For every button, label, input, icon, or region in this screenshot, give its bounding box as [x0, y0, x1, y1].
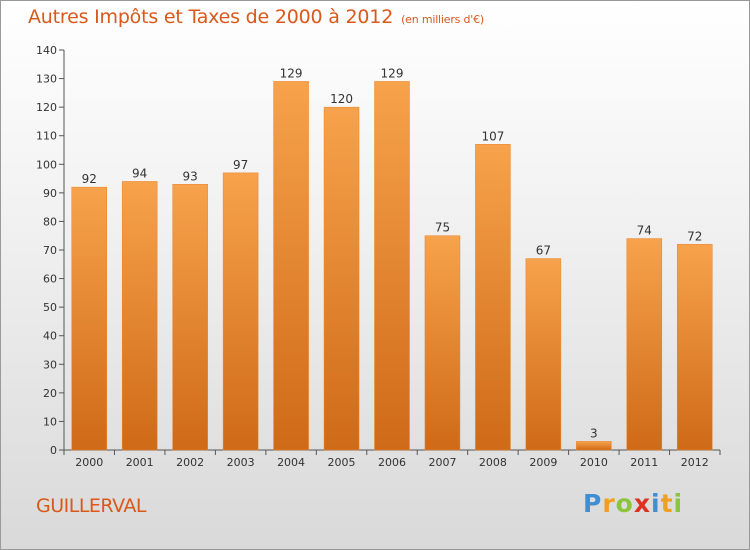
- chart-subtitle: (en milliers d'€): [401, 13, 484, 26]
- bar: [222, 172, 259, 451]
- data-label: 129: [381, 66, 404, 80]
- x-tick-label: 2005: [328, 456, 356, 469]
- y-tick-label: 100: [36, 158, 57, 171]
- commune-name: GUILLERVAL: [36, 495, 146, 517]
- bar: [172, 184, 208, 451]
- bar: [626, 238, 663, 451]
- bar: [424, 235, 461, 451]
- y-tick-label: 20: [43, 387, 57, 400]
- y-tick-label: 110: [36, 130, 57, 143]
- x-tick-label: 2011: [630, 456, 658, 469]
- data-label: 74: [637, 224, 652, 238]
- x-tick-label: 2000: [75, 456, 103, 469]
- y-tick-label: 0: [50, 444, 57, 457]
- x-tick-label: 2009: [529, 456, 557, 469]
- logo-letter: P: [583, 489, 603, 518]
- data-label: 93: [183, 169, 198, 183]
- x-tick-label: 2002: [176, 456, 204, 469]
- bar: [525, 258, 562, 451]
- chart-title: Autres Impôts et Taxes de 2000 à 2012 (en…: [28, 6, 484, 28]
- y-tick-label: 70: [43, 244, 57, 257]
- bar: [374, 81, 410, 451]
- y-tick-label: 30: [43, 358, 57, 371]
- logo-letter: r: [602, 489, 616, 518]
- x-tick-label: 2004: [277, 456, 305, 469]
- y-tick-label: 40: [43, 330, 57, 343]
- data-label: 94: [132, 166, 147, 180]
- data-label: 92: [82, 172, 97, 186]
- bar: [677, 244, 713, 451]
- data-label: 107: [481, 129, 504, 143]
- bar: [475, 144, 511, 451]
- x-tick-label: 2007: [428, 456, 456, 469]
- y-tick-label: 50: [43, 301, 57, 314]
- y-tick-label: 60: [43, 273, 57, 286]
- data-label: 67: [536, 244, 551, 258]
- chart-title-text: Autres Impôts et Taxes de 2000 à 2012: [28, 6, 394, 28]
- x-tick-label: 2003: [227, 456, 255, 469]
- data-label: 97: [233, 158, 248, 172]
- x-tick-label: 2008: [479, 456, 507, 469]
- bar: [323, 106, 360, 451]
- y-tick-label: 10: [43, 415, 57, 428]
- logo-letter: o: [615, 489, 634, 518]
- data-label: 72: [687, 229, 702, 243]
- logo-letter: i: [651, 489, 661, 518]
- data-label: 129: [280, 66, 303, 80]
- y-tick-label: 130: [36, 73, 57, 86]
- y-tick-label: 90: [43, 187, 57, 200]
- data-label: 75: [435, 221, 450, 235]
- x-tick-label: 2001: [126, 456, 154, 469]
- x-tick-label: 2006: [378, 456, 406, 469]
- y-tick-label: 80: [43, 215, 57, 228]
- data-label: 3: [590, 426, 598, 440]
- logo-letter: t: [660, 489, 674, 518]
- logo-letter: i: [673, 489, 684, 518]
- logo-letter: x: [633, 489, 651, 518]
- y-tick-label: 140: [36, 44, 57, 57]
- y-tick-label: 120: [36, 101, 57, 114]
- bar: [71, 186, 107, 451]
- data-label: 120: [330, 92, 353, 106]
- proxiti-logo: Proxiti: [583, 489, 683, 518]
- bar: [273, 81, 309, 451]
- bar: [576, 441, 612, 451]
- bar: [121, 181, 158, 451]
- x-tick-label: 2010: [580, 456, 608, 469]
- x-tick-label: 2012: [681, 456, 709, 469]
